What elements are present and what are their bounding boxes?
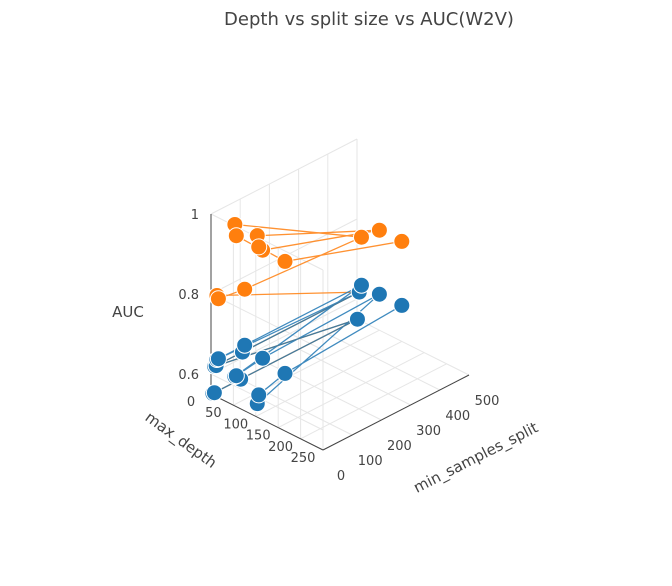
- series-1-point-11: [352, 276, 370, 294]
- floor-gridline-depth-200: [300, 363, 447, 440]
- y-tick-label: 50: [205, 406, 222, 421]
- series-1-point-19: [393, 296, 411, 314]
- series-1-point-1: [205, 384, 223, 402]
- floor-gridline-split-400: [327, 333, 441, 391]
- z-axis-title: AUC: [112, 303, 144, 321]
- y-tick-label: 200: [268, 440, 293, 455]
- x-tick-label: 300: [416, 424, 441, 439]
- x-tick-label: 400: [445, 409, 470, 424]
- series-1-point-9: [209, 350, 227, 368]
- x-tick-label: 500: [475, 394, 500, 409]
- series-0-point-17: [250, 238, 268, 256]
- floor-gridline-depth-100: [255, 340, 403, 417]
- series-0-point-13: [227, 227, 245, 245]
- y-tick-label: 0: [187, 395, 195, 410]
- series-0-point-11: [352, 228, 370, 246]
- series-1-line: [212, 284, 403, 406]
- series-0-point-10: [236, 280, 254, 298]
- series-1-point-17: [250, 386, 268, 404]
- side-gridline-auc-0.6: [210, 373, 324, 431]
- series-1-point-10: [236, 336, 254, 354]
- x-axis-line: [322, 374, 470, 451]
- z-tick-label: 0.6: [178, 368, 199, 383]
- y-tick-label: 150: [246, 429, 271, 444]
- series-0-point-18: [276, 252, 294, 270]
- series-layer: [204, 215, 411, 413]
- chart-title: Depth vs split size vs AUC(W2V): [224, 9, 514, 30]
- series-1-point-14: [254, 349, 272, 367]
- series-1-point-18: [276, 364, 294, 382]
- series-0-point-9: [209, 290, 227, 308]
- y-tick-label: 100: [223, 417, 248, 432]
- z-tick-label: 1: [191, 208, 199, 223]
- floor-gridline-depth-150: [277, 352, 425, 429]
- series-1-point-15: [370, 285, 388, 303]
- z-tick-label: 0.8: [178, 288, 199, 303]
- series-0-point-19: [393, 232, 411, 250]
- y-tick-label: 250: [291, 451, 316, 466]
- x-tick-label: 200: [387, 439, 412, 454]
- back-gridline-auc-0.6: [210, 298, 358, 375]
- floor-gridline-split-500: [356, 318, 470, 376]
- series-1-point-3: [348, 310, 366, 328]
- y-axis-line: [210, 393, 324, 451]
- x-tick-label: 100: [358, 454, 383, 469]
- floor-gridline-split-300: [298, 348, 411, 406]
- x-tick-label: 0: [337, 469, 345, 484]
- back-gridline-auc-1: [210, 138, 358, 215]
- series-1-point-13: [227, 367, 245, 385]
- axis-layer: 01002003004005000501001502002500.60.81mi…: [112, 208, 541, 498]
- series-0-point-15: [370, 221, 388, 239]
- side-gridline-auc-0.8: [210, 293, 324, 351]
